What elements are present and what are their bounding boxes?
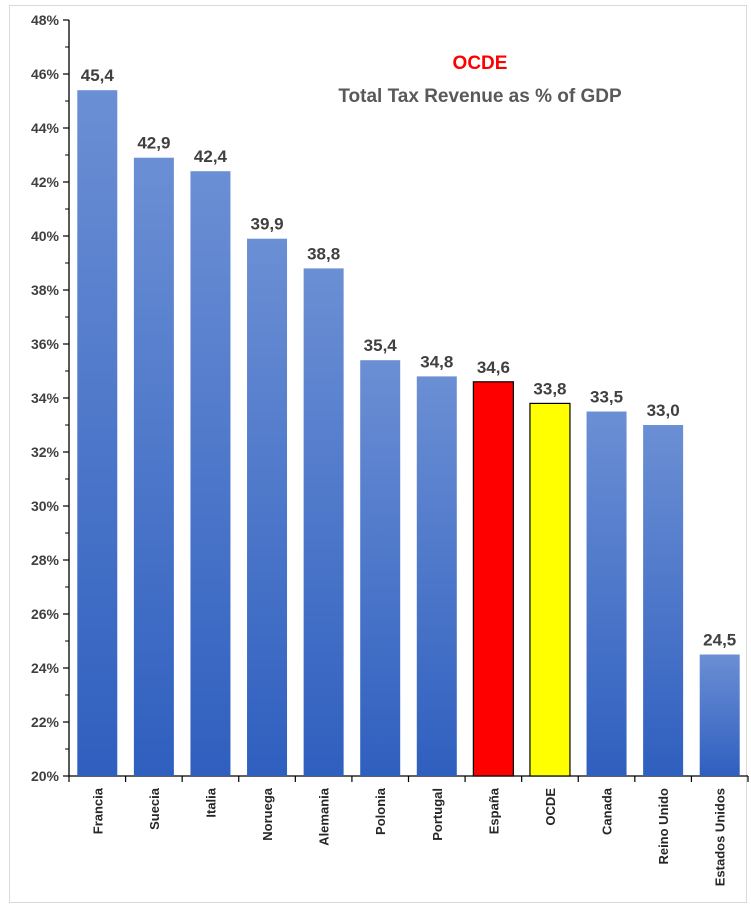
x-tick-label: España	[486, 787, 501, 834]
chart-border	[9, 5, 747, 903]
x-tick-label: Polonia	[373, 787, 388, 835]
y-tick-label: 34%	[31, 390, 60, 406]
y-tick-label: 40%	[31, 228, 60, 244]
bar	[529, 402, 571, 777]
bar	[360, 360, 401, 776]
data-label: 38,8	[307, 244, 340, 263]
bar	[303, 268, 344, 776]
bar	[133, 157, 174, 776]
x-tick-label: Italia	[203, 787, 218, 817]
y-tick-label: 48%	[31, 12, 60, 28]
bar	[643, 425, 684, 776]
data-label: 35,4	[364, 336, 398, 355]
y-tick-label: 42%	[31, 174, 60, 190]
data-label: 34,8	[420, 352, 453, 371]
data-labels: 45,4 42,9 42,4 39,9 38,8 35,4 34,8 34,6 33,8 33,5…	[81, 66, 737, 649]
y-tick-label: 30%	[31, 498, 60, 514]
bar	[699, 654, 740, 776]
x-tick-label: Noruega	[260, 787, 275, 841]
data-label: 34,6	[477, 358, 510, 377]
y-tick-label: 20%	[31, 768, 60, 784]
y-tick-label: 46%	[31, 66, 60, 82]
y-tick-label: 26%	[31, 606, 60, 622]
x-tick-label: Portugal	[430, 788, 445, 841]
bar	[416, 376, 457, 776]
x-tick-label: Estados Unidos	[713, 788, 728, 886]
y-tick-label: 44%	[31, 120, 60, 136]
x-tick-label: Suecia	[147, 787, 162, 830]
x-tick-label: Alemania	[317, 787, 332, 846]
data-label: 24,5	[703, 631, 736, 650]
y-tick-label: 32%	[31, 444, 60, 460]
bar	[190, 171, 231, 776]
data-label: 33,0	[647, 401, 680, 420]
x-tick-label: Canada	[600, 787, 615, 835]
y-tick-label: 36%	[31, 336, 60, 352]
data-label: 42,9	[137, 134, 170, 153]
y-tick-label: 28%	[31, 552, 60, 568]
x-axis: Francia Suecia Italia Noruega Alemania Poloni…	[68, 775, 749, 886]
data-label: 33,8	[533, 379, 566, 398]
bar	[77, 90, 118, 776]
bars	[77, 90, 740, 777]
bar	[472, 381, 514, 777]
x-tick-label: Francia	[90, 787, 105, 834]
chart-title: OCDE	[453, 53, 508, 74]
data-label: 42,4	[194, 147, 228, 166]
y-tick-label: 22%	[31, 714, 60, 730]
chart-subtitle: Total Tax Revenue as % of GDP	[338, 86, 622, 107]
bar	[586, 411, 627, 776]
y-axis: 20% 22% 24% 26% 28% 30% 32% 34% 36% 38% 40% 42% 44% 4…	[31, 12, 70, 784]
y-tick-label: 38%	[31, 282, 60, 298]
bar	[247, 238, 288, 776]
y-tick-label: 24%	[31, 660, 60, 676]
x-tick-label: OCDE	[543, 788, 558, 826]
data-label: 33,5	[590, 388, 623, 407]
data-label: 45,4	[81, 66, 115, 85]
x-tick-label: Reino Unido	[656, 788, 671, 865]
data-label: 39,9	[250, 215, 283, 234]
